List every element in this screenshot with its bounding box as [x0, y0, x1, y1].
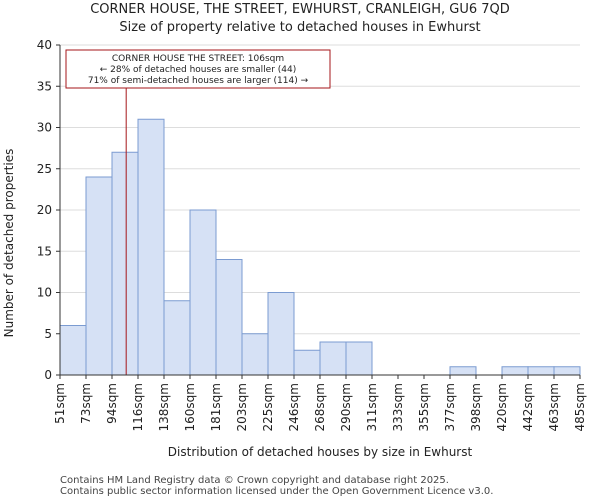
annotation-line-1: CORNER HOUSE THE STREET: 106sqm — [112, 54, 284, 64]
y-tick-label: 25 — [37, 162, 52, 176]
x-tick-label: 463sqm — [547, 383, 561, 431]
x-tick-label: 116sqm — [131, 383, 145, 431]
y-tick-label: 30 — [37, 121, 52, 135]
bars — [59, 118, 581, 376]
x-tick-label: 311sqm — [365, 383, 379, 431]
x-tick-label: 377sqm — [443, 383, 457, 431]
y-tick-labels: 0 5 10 15 20 25 30 35 40 — [37, 38, 60, 382]
x-tick-label: 138sqm — [157, 383, 171, 431]
bar — [553, 366, 581, 376]
footer-line-1: Contains HM Land Registry data © Crown c… — [60, 475, 449, 486]
y-tick-label: 10 — [37, 286, 52, 300]
bar — [449, 366, 477, 376]
x-tick-label: 246sqm — [287, 383, 301, 431]
bar — [85, 176, 113, 376]
y-tick-label: 0 — [44, 368, 52, 382]
annotation-box: CORNER HOUSE THE STREET: 106sqm ← 28% of… — [65, 49, 331, 89]
footer-line-2: Contains public sector information licen… — [60, 486, 493, 497]
x-tick-label: 485sqm — [573, 383, 587, 431]
x-tick-label: 398sqm — [469, 383, 483, 431]
x-tick-label: 203sqm — [235, 383, 249, 431]
x-tick-label: 420sqm — [495, 383, 509, 431]
x-tick-label: 51sqm — [53, 383, 67, 424]
x-tick-label: 181sqm — [209, 383, 223, 431]
x-tick-label: 94sqm — [105, 383, 119, 424]
x-tick-label: 73sqm — [79, 383, 93, 424]
x-tick-labels: 51sqm 73sqm 94sqm 116sqm 138sqm 160sqm 181sqm 2… — [53, 375, 587, 431]
y-axis-label: Number of detached properties — [2, 149, 16, 338]
bar — [501, 366, 529, 376]
bar — [345, 341, 373, 376]
annotation-line-3: 71% of semi-detached houses are larger (… — [88, 76, 309, 86]
bar — [527, 366, 555, 376]
annotation-line-2: ← 28% of detached houses are smaller (44… — [100, 65, 297, 75]
x-tick-label: 290sqm — [339, 383, 353, 431]
bar — [59, 325, 87, 376]
bar — [111, 151, 139, 376]
chart-title: CORNER HOUSE, THE STREET, EWHURST, CRANL… — [90, 2, 510, 17]
bar — [319, 341, 347, 376]
x-tick-label: 355sqm — [417, 383, 431, 431]
y-tick-label: 35 — [37, 79, 52, 93]
y-tick-label: 5 — [44, 327, 52, 341]
x-tick-label: 333sqm — [391, 383, 405, 431]
bar — [189, 209, 217, 376]
y-tick-label: 40 — [37, 38, 52, 52]
bar — [163, 300, 191, 376]
bar — [241, 333, 269, 376]
bar — [215, 259, 243, 376]
y-tick-label: 20 — [37, 203, 52, 217]
chart-subtitle: Size of property relative to detached ho… — [119, 20, 480, 35]
bar — [293, 349, 321, 376]
x-tick-label: 225sqm — [261, 383, 275, 431]
bar — [267, 292, 295, 376]
y-tick-label: 15 — [37, 244, 52, 258]
x-axis-label: Distribution of detached houses by size … — [168, 445, 473, 459]
x-tick-label: 268sqm — [313, 383, 327, 431]
bar — [137, 118, 165, 376]
x-tick-label: 442sqm — [521, 383, 535, 431]
x-tick-label: 160sqm — [183, 383, 197, 431]
